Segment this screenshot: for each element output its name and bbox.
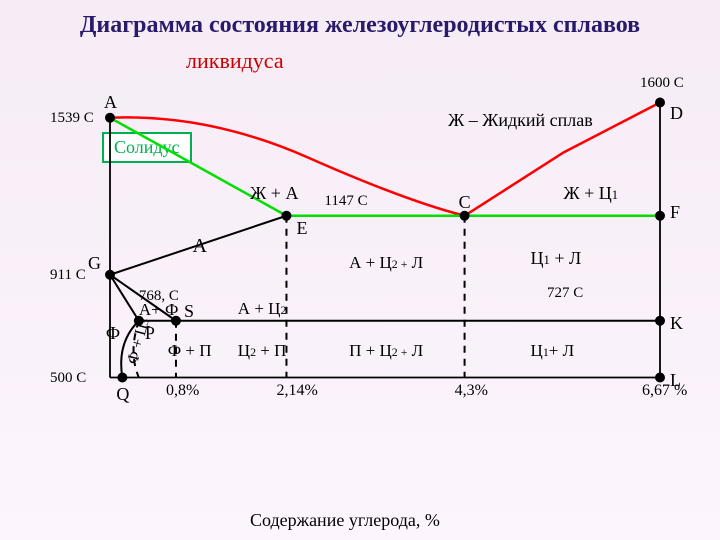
point-label-C: C xyxy=(459,192,471,213)
point-E xyxy=(281,211,291,221)
region-label: А + Ц2 xyxy=(238,299,287,319)
y-label: 1600 С xyxy=(640,75,684,92)
region-label: А xyxy=(192,235,206,258)
region-label: Ж – Жидкий сплав xyxy=(448,110,593,131)
region-label: Ц1+ Л xyxy=(531,341,575,361)
region-label: Ж + Ц1 xyxy=(564,183,619,204)
region-label: П + Ц2 + Л xyxy=(349,341,423,361)
point-label-D: D xyxy=(670,103,683,124)
point-label-E: E xyxy=(296,218,307,239)
region-label: А+ Ф xyxy=(139,300,179,320)
point-A xyxy=(105,113,115,123)
point-label-A: A xyxy=(104,92,117,113)
x-tick: 4,3% xyxy=(455,382,488,400)
x-tick: 2,14% xyxy=(276,382,317,400)
point-label-G: G xyxy=(88,253,101,274)
region-label: Ц1 + Л xyxy=(531,248,582,269)
point-label-S: S xyxy=(184,301,194,322)
point-K xyxy=(655,316,665,326)
x-tick: 6,67 % xyxy=(642,382,687,400)
point-D xyxy=(655,98,665,108)
region-label: Ж + А xyxy=(250,183,298,204)
x-tick: 0,8% xyxy=(166,382,199,400)
temp-label: 1147 С xyxy=(324,193,367,210)
region-label: Ф xyxy=(106,323,120,344)
region-label: Ц2 + П xyxy=(238,341,287,361)
y-label: 500 С xyxy=(50,370,86,387)
point-label-K: K xyxy=(670,313,683,334)
region-label: А + Ц2 + Л xyxy=(349,253,423,273)
y-label: 1539 С xyxy=(50,110,94,127)
point-G xyxy=(105,270,115,280)
point-Q xyxy=(117,373,127,383)
point-F xyxy=(655,211,665,221)
region-label: Ф + П xyxy=(168,341,212,361)
temp-label: 727 С xyxy=(547,285,583,302)
point-label-F: F xyxy=(670,202,680,223)
point-label-Q: Q xyxy=(116,384,129,405)
y-label: 911 С xyxy=(50,267,86,284)
